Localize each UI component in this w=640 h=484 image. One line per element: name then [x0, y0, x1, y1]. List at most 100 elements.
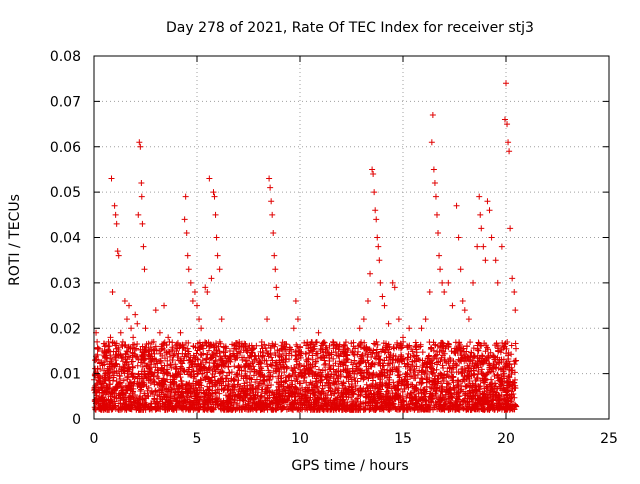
- band-point: [440, 365, 447, 372]
- band-point: [314, 372, 321, 379]
- data-point: [165, 334, 172, 341]
- band-point: [228, 369, 235, 376]
- data-point: [379, 293, 386, 300]
- data-point: [437, 266, 444, 273]
- data-point: [266, 175, 273, 182]
- data-point: [264, 316, 271, 323]
- band-point: [143, 383, 150, 390]
- band-point: [151, 361, 158, 368]
- data-point: [370, 170, 377, 177]
- band-point: [317, 369, 324, 376]
- data-point: [412, 343, 419, 350]
- band-point: [454, 349, 461, 356]
- band-point: [257, 369, 264, 376]
- band-point: [357, 344, 364, 351]
- band-point: [272, 352, 279, 359]
- data-point: [372, 207, 379, 214]
- band-point: [262, 344, 269, 351]
- band-point: [345, 346, 352, 353]
- data-point: [430, 166, 437, 173]
- data-point: [381, 302, 388, 309]
- band-point: [250, 372, 257, 379]
- band-point: [433, 366, 440, 373]
- band-point: [157, 350, 164, 357]
- band-point: [449, 394, 456, 401]
- data-point: [470, 279, 477, 286]
- band-point: [361, 339, 368, 346]
- band-point: [375, 359, 382, 366]
- data-point: [181, 216, 188, 223]
- data-point: [498, 243, 505, 250]
- band-point: [466, 368, 473, 375]
- band-point: [471, 363, 478, 370]
- band-point: [488, 376, 495, 383]
- band-point: [499, 340, 506, 347]
- data-point: [431, 180, 438, 187]
- band-point: [213, 340, 220, 347]
- band-point: [490, 396, 497, 403]
- band-point: [417, 386, 424, 393]
- band-point: [449, 373, 456, 380]
- band-point: [228, 399, 235, 406]
- band-point: [497, 349, 504, 356]
- y-tick-label: 0.05: [50, 185, 81, 201]
- band-point: [281, 369, 288, 376]
- data-point: [187, 279, 194, 286]
- band-point: [437, 358, 444, 365]
- band-point: [409, 395, 416, 402]
- data-point: [206, 175, 213, 182]
- band-point: [463, 348, 470, 355]
- grid-lines: [94, 56, 609, 419]
- band-point: [263, 385, 270, 392]
- band-point: [314, 350, 321, 357]
- data-point: [141, 266, 148, 273]
- data-points: [91, 80, 520, 413]
- band-point: [104, 358, 111, 365]
- data-point: [123, 316, 130, 323]
- band-point: [358, 352, 365, 359]
- band-point: [134, 362, 141, 369]
- band-point: [186, 371, 193, 378]
- data-point: [130, 334, 137, 341]
- band-point: [166, 338, 173, 345]
- band-point: [255, 384, 262, 391]
- data-point: [364, 298, 371, 305]
- band-point: [355, 348, 362, 355]
- data-point: [185, 266, 192, 273]
- data-point: [211, 193, 218, 200]
- band-point: [429, 370, 436, 377]
- data-point: [268, 198, 275, 205]
- band-point: [313, 375, 320, 382]
- band-point: [133, 345, 140, 352]
- band-point: [374, 389, 381, 396]
- data-point: [214, 252, 221, 259]
- data-point: [177, 329, 184, 336]
- band-point: [161, 362, 168, 369]
- data-point: [439, 279, 446, 286]
- band-point: [268, 354, 275, 361]
- band-point: [419, 364, 426, 371]
- y-tick-label: 0.06: [50, 140, 81, 156]
- band-point: [302, 370, 309, 377]
- data-point: [400, 334, 406, 341]
- data-point: [369, 166, 376, 173]
- data-point: [465, 316, 472, 323]
- band-point: [470, 345, 477, 352]
- data-point: [356, 325, 363, 332]
- data-point: [315, 329, 322, 336]
- data-point: [218, 316, 225, 323]
- data-point: [117, 329, 124, 336]
- data-point: [161, 302, 168, 309]
- data-point: [191, 288, 198, 295]
- data-point: [212, 211, 219, 218]
- y-tick-label: 0.01: [50, 367, 81, 383]
- band-point: [237, 349, 244, 356]
- data-point: [474, 243, 481, 250]
- band-point: [322, 360, 329, 367]
- data-point: [482, 257, 489, 264]
- data-point: [492, 257, 499, 264]
- band-point: [214, 350, 221, 357]
- band-point: [505, 373, 512, 380]
- band-point: [146, 366, 153, 373]
